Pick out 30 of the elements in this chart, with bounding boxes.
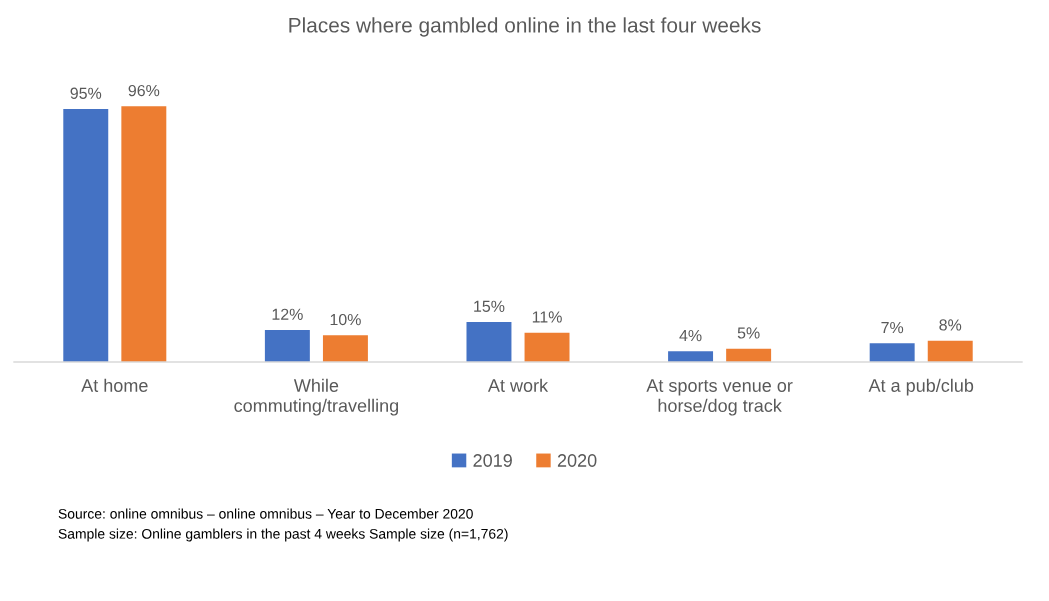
data-label: 4%: [679, 330, 702, 342]
x-tick-label: While commuting/travelling: [234, 378, 399, 416]
text: Sample size: Online gamblers in the past 4 weeks Sample size (n=1,762): [58, 528, 508, 542]
data-label: 8%: [939, 319, 962, 331]
data-label: 5%: [737, 327, 760, 339]
bar: [927, 340, 973, 362]
bar: [63, 109, 109, 362]
data-label: 15%: [474, 300, 505, 312]
legend-label: 2020: [557, 454, 597, 467]
x-tick-label: At a pub/club: [868, 378, 974, 396]
data-label: 11%: [532, 311, 562, 323]
x-tick-label: At home: [81, 378, 148, 392]
bar: [466, 322, 512, 362]
bar: [322, 335, 368, 362]
data-label: 95%: [70, 87, 102, 99]
source-note: Source: online omnibus – online omnibus – Year to December 2020: [58, 508, 473, 519]
data-label: 7%: [881, 322, 904, 334]
data-label: 10%: [330, 313, 361, 326]
data-label: 12%: [272, 308, 303, 320]
bar: [869, 343, 915, 362]
bar: [668, 351, 714, 362]
bar: [726, 348, 772, 362]
chart-title: Places where gambled online in the last four weeks: [289, 17, 761, 37]
x-tick-label: At work: [487, 378, 549, 392]
bar: [524, 332, 570, 362]
legend-label: 2019: [473, 454, 512, 467]
bar: [264, 330, 310, 362]
x-tick-label: At sports venue or horse/dog track: [646, 379, 793, 416]
bar: [121, 106, 167, 362]
data-label: 96%: [128, 84, 160, 97]
